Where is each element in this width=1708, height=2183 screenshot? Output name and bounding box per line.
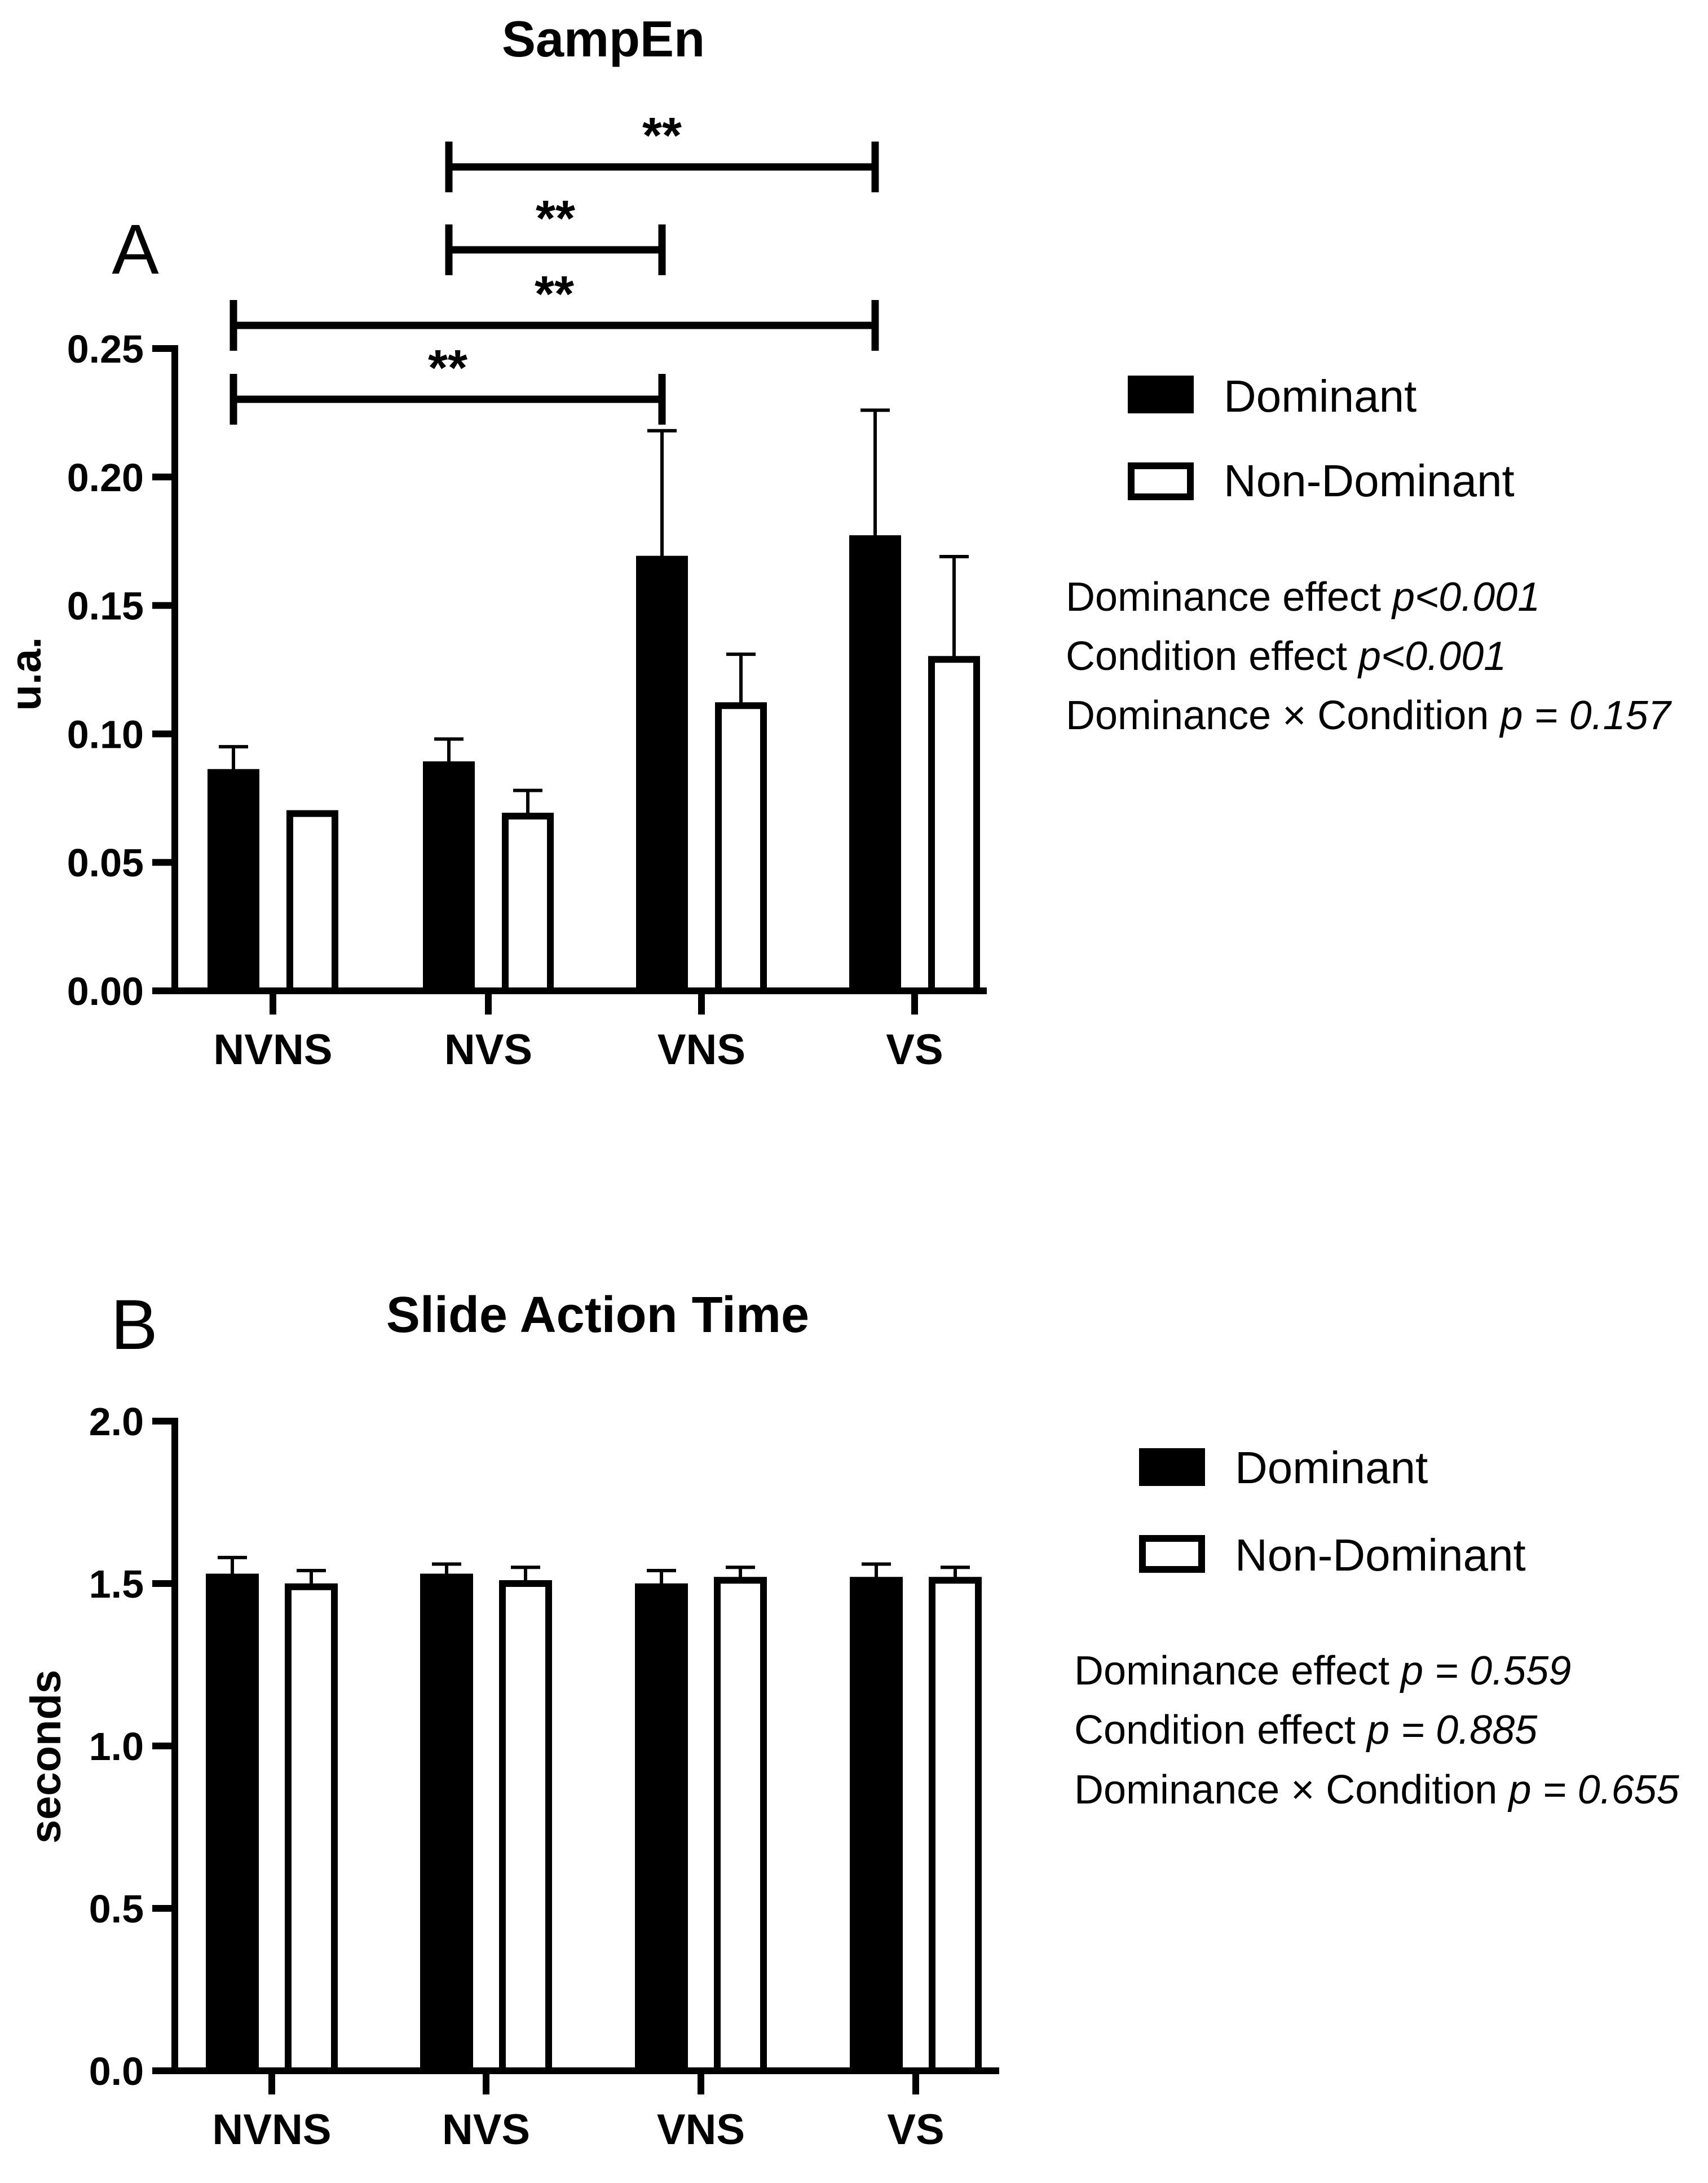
panel-b-letter: B bbox=[111, 1286, 157, 1364]
y-tick-label: 0.5 bbox=[89, 1887, 144, 1931]
panel-a-letter: A bbox=[112, 210, 159, 289]
stat-condition-effect: Condition effect p<0.001 bbox=[1066, 634, 1506, 679]
bar-non-dominant-nvns bbox=[285, 1583, 338, 2074]
panel-a-y-axis-label: u.a. bbox=[2, 637, 50, 711]
bar-dominant-nvns bbox=[208, 769, 259, 994]
stat-interaction: Dominance × Condition p = 0.157 bbox=[1066, 693, 1672, 738]
stat-interaction: Dominance × Condition p = 0.655 bbox=[1074, 1767, 1680, 1812]
x-tick-label: NVNS bbox=[213, 1026, 332, 1074]
stat-dominance-effect: Dominance effect p<0.001 bbox=[1066, 575, 1540, 620]
bar-non-dominant-vns bbox=[714, 1577, 767, 2074]
panel-b-title: Slide Action Time bbox=[386, 1287, 809, 1343]
y-tick-label: 0.00 bbox=[67, 969, 144, 1013]
bar-dominant-nvns bbox=[206, 1573, 259, 2074]
panel-b: B Slide Action Time seconds 0.0 0.5 1.0 1.5… bbox=[22, 1286, 1680, 2154]
legend-dominant-label: Dominant bbox=[1224, 371, 1416, 421]
bar-non-dominant-vns bbox=[715, 702, 767, 995]
panel-a-stats: Dominance effect p<0.001 Condition effec… bbox=[1066, 575, 1672, 738]
y-tick-label: 0.10 bbox=[67, 712, 144, 756]
x-tick-label: NVS bbox=[442, 2106, 530, 2154]
legend-non-dominant-label: Non-Dominant bbox=[1235, 1530, 1526, 1580]
x-tick-label: VS bbox=[886, 1026, 943, 1074]
panel-a-legend: Dominant Non-Dominant bbox=[1128, 371, 1515, 506]
x-tick-label: VS bbox=[887, 2106, 944, 2154]
legend-dominant-label: Dominant bbox=[1235, 1443, 1428, 1493]
bar-non-dominant-vs bbox=[928, 656, 980, 994]
bar-dominant-vs bbox=[849, 535, 901, 994]
y-tick-label: 0.25 bbox=[67, 327, 144, 371]
panel-b-y-axis-label: seconds bbox=[22, 1670, 70, 1844]
significance-label: ** bbox=[535, 266, 574, 323]
x-tick-label: NVNS bbox=[212, 2106, 331, 2154]
bar-non-dominant-nvs bbox=[502, 813, 554, 995]
x-tick-label: VNS bbox=[657, 2106, 745, 2154]
legend-dominant-swatch bbox=[1139, 1448, 1205, 1486]
y-tick-label: 0.05 bbox=[67, 841, 144, 885]
panel-b-legend: Dominant Non-Dominant bbox=[1139, 1443, 1526, 1580]
bar-non-dominant-nvns bbox=[286, 810, 338, 994]
y-tick-label: 0.0 bbox=[89, 2049, 144, 2093]
x-tick-label: NVS bbox=[444, 1026, 532, 1074]
legend-non-dominant-label: Non-Dominant bbox=[1224, 456, 1515, 506]
legend-non-dominant-swatch bbox=[1139, 1535, 1205, 1573]
y-tick-label: 1.0 bbox=[89, 1725, 144, 1769]
y-tick-label: 1.5 bbox=[89, 1562, 144, 1606]
stat-condition-effect: Condition effect p = 0.885 bbox=[1074, 1708, 1538, 1753]
legend-non-dominant-swatch bbox=[1128, 462, 1194, 500]
significance-label: ** bbox=[642, 108, 682, 164]
y-tick-label: 2.0 bbox=[89, 1400, 144, 1444]
panel-b-stats: Dominance effect p = 0.559 Condition eff… bbox=[1074, 1648, 1680, 1812]
significance-label: ** bbox=[428, 340, 467, 396]
panel-a: SampEn A u.a. 0.00 0.05 0.10 0.15 0.20 0.25 NV… bbox=[2, 11, 1672, 1074]
bar-dominant-vns bbox=[635, 1583, 688, 2074]
bar-non-dominant-vs bbox=[929, 1577, 982, 2074]
x-tick-label: VNS bbox=[657, 1026, 745, 1074]
stat-dominance-effect: Dominance effect p = 0.559 bbox=[1074, 1648, 1571, 1694]
panel-b-bars bbox=[206, 1555, 982, 2074]
panel-a-bars bbox=[208, 408, 980, 995]
y-tick-label: 0.20 bbox=[67, 456, 144, 500]
significance-label: ** bbox=[536, 191, 575, 247]
bar-dominant-nvs bbox=[420, 1573, 473, 2074]
bar-non-dominant-nvs bbox=[499, 1580, 552, 2074]
bar-dominant-vs bbox=[850, 1577, 903, 2074]
bar-dominant-nvs bbox=[423, 761, 475, 995]
y-tick-label: 0.15 bbox=[67, 584, 144, 628]
panel-b-axes: 0.0 0.5 1.0 1.5 2.0 NVNS NVS VNS VS bbox=[89, 1400, 999, 2154]
legend-dominant-swatch bbox=[1128, 376, 1194, 413]
bar-dominant-vns bbox=[636, 555, 688, 994]
panel-a-significance: ** ** ** ** bbox=[230, 108, 879, 425]
panel-a-title: SampEn bbox=[502, 11, 705, 68]
